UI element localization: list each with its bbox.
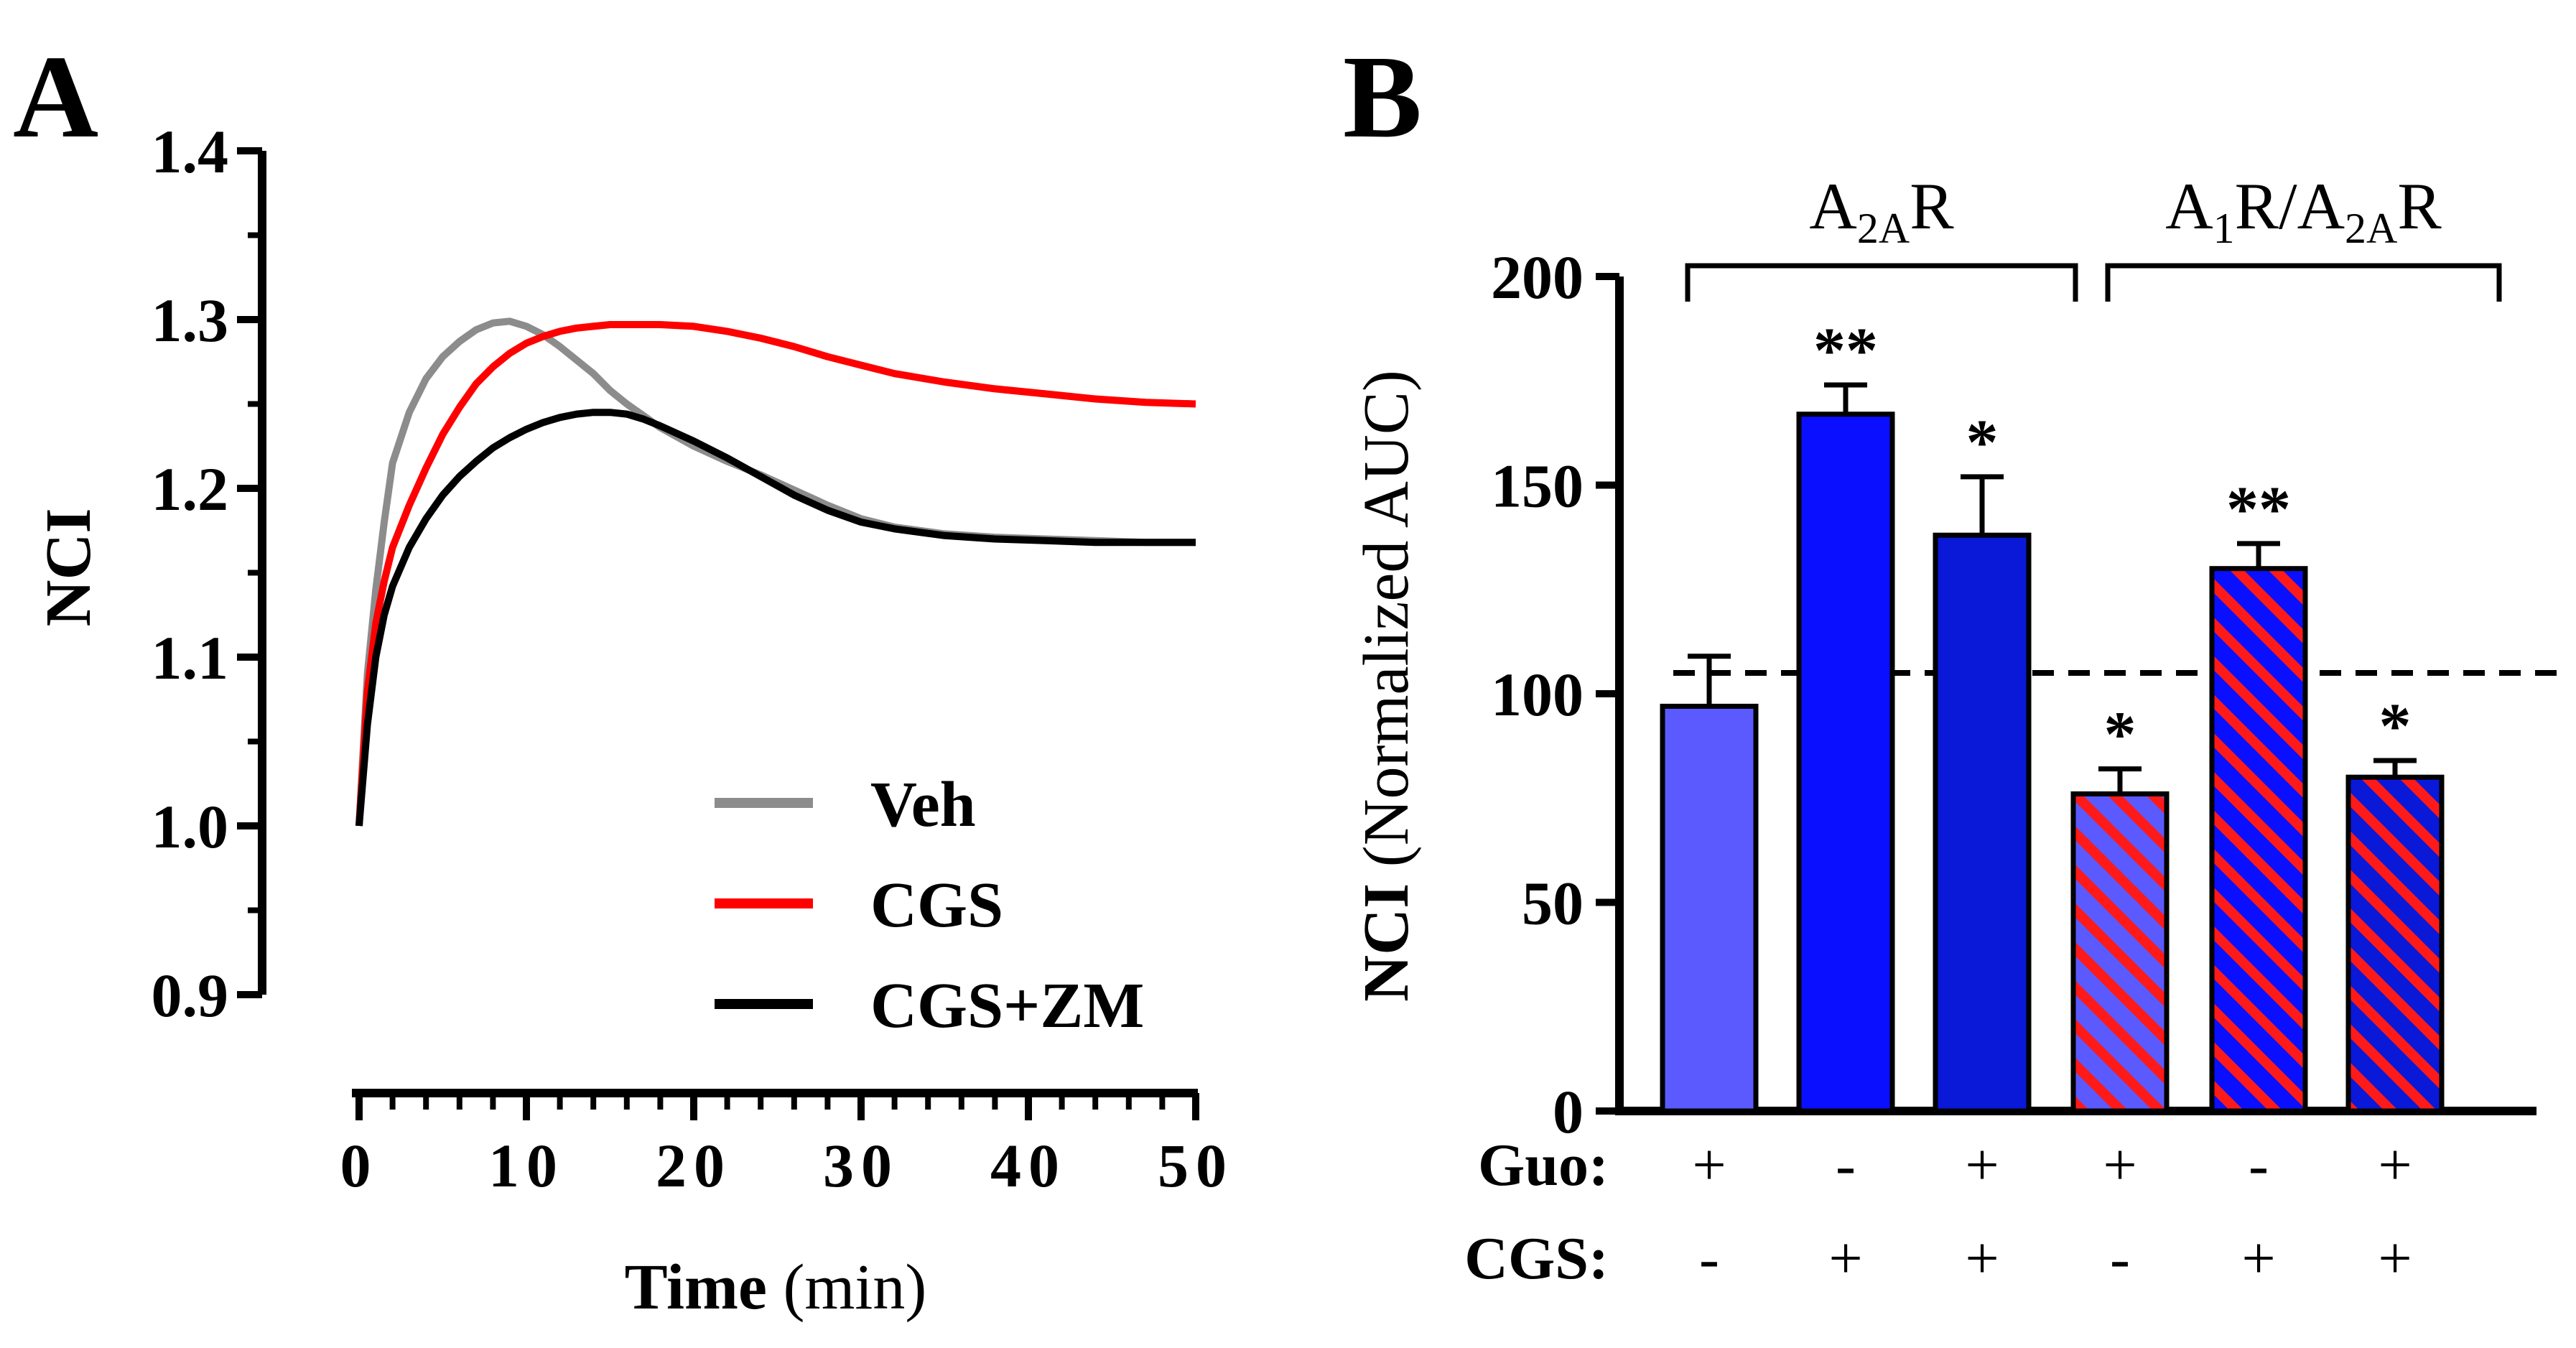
a-y-ticks: 1.4 1.3 1.2 1.1 1.0 0.9	[152, 117, 262, 1030]
b-condition-label: Guo:	[1478, 1132, 1609, 1199]
a-series-line-2	[355, 409, 1196, 827]
b-y-axis-label-rest: (Normalized AUC)	[1351, 370, 1422, 867]
a-y-tick-label: 1.0	[152, 792, 229, 861]
b-condition-value: -	[2110, 1225, 2130, 1292]
b-group-brackets: A2AR A1R/A2AR	[1685, 169, 2502, 302]
b-condition-value: +	[2241, 1225, 2275, 1292]
b-group-label-mid: R/A	[2235, 169, 2345, 243]
a-legend-label: CGS+ZM	[870, 970, 1144, 1041]
b-condition-value: +	[2103, 1132, 2136, 1199]
b-bar-3	[2070, 791, 2170, 1114]
b-significance-marker: *	[2379, 691, 2412, 762]
b-condition-label: CGS:	[1464, 1225, 1609, 1292]
a-legend: Veh CGS CGS+ZM	[715, 769, 1144, 1041]
a-legend-label: CGS	[870, 870, 1003, 941]
b-condition-value: +	[1965, 1225, 1999, 1292]
a-x-tick-label: 10	[488, 1131, 564, 1200]
a-x-tick-label: 20	[656, 1131, 732, 1200]
b-y-tick-label: 200	[1491, 243, 1584, 312]
b-significance-marker: **	[2226, 474, 2291, 545]
b-condition-value: +	[1828, 1225, 1862, 1292]
b-condition-value: -	[1836, 1132, 1856, 1199]
b-condition-value: +	[1692, 1132, 1726, 1199]
a-legend-label: Veh	[870, 769, 976, 840]
b-condition-value: +	[1965, 1132, 1999, 1199]
b-y-tick-label: 0	[1553, 1077, 1584, 1146]
b-group-label-sub2: 2A	[2345, 205, 2397, 252]
a-x-tick-label: 30	[823, 1131, 899, 1200]
a-series-lines	[355, 317, 1196, 827]
b-bars: *******	[1660, 315, 2445, 1114]
a-x-tick-label: 50	[1158, 1131, 1234, 1200]
b-y-tick-label: 150	[1491, 452, 1584, 521]
a-x-tick-label: 0	[340, 1131, 378, 1200]
b-y-tick-label: 100	[1491, 660, 1584, 729]
b-bar-1	[1796, 412, 1895, 1114]
b-condition-value: -	[2249, 1132, 2269, 1199]
b-bar-5	[2345, 774, 2445, 1114]
a-y-tick-label: 1.2	[152, 455, 229, 524]
b-bar-4	[2209, 566, 2308, 1114]
a-x-tick-label: 40	[990, 1131, 1066, 1200]
b-group-label-main: A	[1809, 169, 1856, 243]
a-x-axis-label-unit: (min)	[783, 1252, 926, 1323]
panel-b-label: B	[1343, 31, 1422, 162]
b-significance-marker: *	[1966, 407, 1999, 478]
b-condition-value: +	[2378, 1225, 2412, 1292]
b-condition-value: -	[1699, 1225, 1719, 1292]
b-y-tick-label: 50	[1522, 869, 1584, 938]
b-group-label-tail: R	[1910, 169, 1954, 243]
a-y-tick-label: 1.4	[152, 117, 229, 186]
b-group-label-tail: R	[2397, 169, 2442, 243]
b-group-bracket	[1685, 263, 2078, 302]
b-group-bracket	[2105, 263, 2502, 302]
b-group-label: A1R/A2AR	[2165, 169, 2442, 252]
a-y-tick-label: 0.9	[152, 961, 229, 1030]
a-series-line-1	[355, 321, 1196, 827]
b-significance-marker: *	[2104, 699, 2136, 771]
panel-a-line-chart: 1.4 1.3 1.2 1.1 1.0 0.9 0 10 20 30 40 50 NCI Time …	[33, 117, 1234, 1323]
b-bar-2	[1933, 532, 2032, 1114]
b-group-label-sub: 2A	[1857, 205, 1910, 252]
b-bar-0	[1660, 703, 1759, 1114]
a-x-axis-label: Time (min)	[625, 1252, 927, 1323]
a-y-axis-label: NCI	[33, 508, 104, 626]
b-condition-table: Guo: + - + + - + CGS: - + + - + +	[1464, 1132, 2412, 1292]
b-group-label-main: A	[2165, 169, 2213, 243]
b-y-axis-label: NCI (Normalized AUC)	[1351, 370, 1422, 1002]
a-y-tick-label: 1.1	[152, 623, 229, 692]
a-x-ticks: 0 10 20 30 40 50	[340, 1093, 1234, 1200]
b-group-label-sub: 1	[2213, 205, 2235, 252]
b-y-axis-label-bold: NCI	[1351, 883, 1422, 1002]
b-group-label: A2AR	[1809, 169, 1954, 252]
panel-a-label: A	[13, 31, 98, 162]
a-x-axis-label-bold: Time	[625, 1252, 767, 1323]
a-y-tick-label: 1.3	[152, 286, 229, 355]
b-significance-marker: **	[1813, 315, 1878, 386]
b-y-ticks: 200 150 100 50 0	[1491, 243, 1619, 1146]
b-condition-value: +	[2378, 1132, 2412, 1199]
